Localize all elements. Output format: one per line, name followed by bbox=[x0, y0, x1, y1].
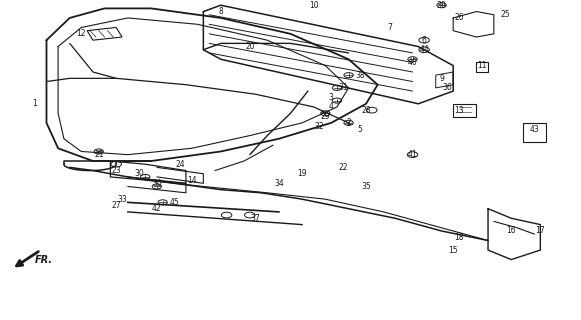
Text: 7: 7 bbox=[387, 23, 392, 32]
Text: 13: 13 bbox=[454, 106, 464, 115]
Text: 18: 18 bbox=[454, 233, 464, 242]
Text: 42: 42 bbox=[152, 204, 162, 213]
Text: 39: 39 bbox=[437, 1, 446, 10]
Text: 8: 8 bbox=[218, 7, 223, 16]
Text: 43: 43 bbox=[530, 125, 539, 134]
Text: 41: 41 bbox=[408, 150, 417, 159]
Text: 29: 29 bbox=[321, 112, 330, 121]
Text: 22: 22 bbox=[338, 163, 347, 172]
Text: 33: 33 bbox=[117, 195, 127, 204]
Text: 2: 2 bbox=[346, 118, 351, 127]
Text: 20: 20 bbox=[245, 42, 254, 51]
Text: 30: 30 bbox=[152, 179, 162, 188]
Text: 38: 38 bbox=[356, 71, 365, 80]
Text: 5: 5 bbox=[358, 125, 363, 134]
Text: 27: 27 bbox=[112, 201, 121, 210]
Text: 11: 11 bbox=[478, 61, 487, 70]
Text: 21: 21 bbox=[94, 150, 103, 159]
Text: 35: 35 bbox=[361, 182, 371, 191]
Text: 40: 40 bbox=[408, 58, 417, 67]
Text: 45: 45 bbox=[170, 198, 179, 207]
Text: 19: 19 bbox=[297, 169, 307, 178]
Text: 28: 28 bbox=[361, 106, 371, 115]
Text: 32: 32 bbox=[315, 122, 324, 131]
Text: FR.: FR. bbox=[35, 255, 53, 265]
Text: 1: 1 bbox=[33, 99, 37, 108]
Text: 44: 44 bbox=[419, 45, 429, 54]
Text: 15: 15 bbox=[449, 245, 458, 254]
Text: 17: 17 bbox=[536, 227, 545, 236]
Text: 23: 23 bbox=[112, 166, 121, 175]
Text: 34: 34 bbox=[274, 179, 284, 188]
Text: 30: 30 bbox=[135, 169, 144, 178]
Text: 36: 36 bbox=[443, 84, 452, 92]
Text: 10: 10 bbox=[309, 1, 318, 10]
Text: 6: 6 bbox=[422, 36, 426, 45]
Text: 9: 9 bbox=[439, 74, 444, 83]
Text: 4: 4 bbox=[329, 102, 333, 111]
Text: 12: 12 bbox=[77, 29, 86, 38]
Text: 26: 26 bbox=[454, 13, 464, 22]
Text: 14: 14 bbox=[187, 176, 196, 185]
Text: 31: 31 bbox=[338, 84, 347, 92]
Text: 24: 24 bbox=[175, 160, 185, 169]
Text: 16: 16 bbox=[507, 227, 516, 236]
Text: 3: 3 bbox=[329, 93, 333, 102]
Text: 25: 25 bbox=[501, 10, 510, 19]
Text: 37: 37 bbox=[251, 214, 260, 223]
